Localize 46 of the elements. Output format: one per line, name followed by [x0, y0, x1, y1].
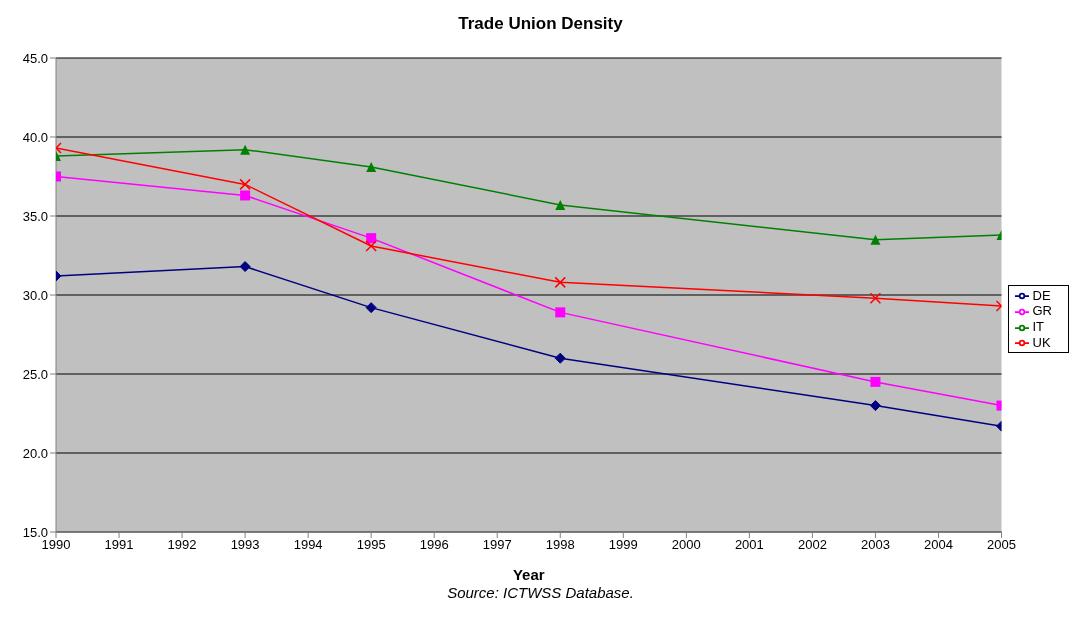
x-tick-label: 1999: [608, 537, 638, 553]
point: [554, 352, 566, 364]
x-tick-label: 1998: [545, 537, 575, 553]
legend-label: DE: [1032, 287, 1051, 303]
y-tick-label: 40.0: [22, 129, 48, 145]
x-tick-label: 2003: [860, 537, 890, 553]
source-note: Source: ICTWSS Database.: [446, 584, 635, 601]
point: [240, 144, 251, 155]
y-tick-label: 25.0: [22, 366, 48, 382]
x-tick-label: 1992: [167, 537, 197, 553]
point: [555, 199, 566, 210]
x-axis-title: Year: [512, 566, 545, 583]
x-tick-label: 1995: [356, 537, 386, 553]
x-tick-label: 1997: [482, 537, 512, 553]
point: [366, 233, 377, 244]
x-tick-label: 1993: [230, 537, 260, 553]
y-tick-label: 45.0: [22, 50, 48, 66]
point: [240, 190, 251, 201]
point: [869, 292, 882, 304]
point: [239, 178, 251, 191]
x-tick-label: 2005: [987, 537, 1016, 553]
point: [555, 307, 566, 318]
point: [870, 234, 881, 245]
x-tick-label: 1990: [41, 537, 71, 553]
point: [554, 276, 567, 289]
y-tick-label: 35.0: [22, 208, 48, 224]
chart-title: Trade Union Density: [458, 14, 623, 33]
x-tick-label: 2004: [924, 537, 953, 553]
point: [870, 376, 881, 387]
legend-label: GR: [1032, 303, 1052, 319]
x-tick-label: 2002: [797, 537, 827, 553]
legend-label: IT: [1032, 319, 1045, 334]
point: [239, 261, 251, 273]
point: [869, 400, 881, 412]
point: [365, 302, 377, 314]
y-tick-label: 15.0: [22, 524, 48, 540]
point: [365, 240, 377, 252]
x-tick-label: 2001: [734, 537, 764, 553]
point: [366, 162, 377, 173]
y-tick-label: 20.0: [22, 445, 48, 461]
x-tick-label: 1991: [104, 537, 134, 553]
x-tick-label: 2000: [671, 537, 701, 553]
x-tick-label: 1994: [293, 537, 323, 553]
y-tick-label: 30.0: [22, 287, 48, 303]
x-tick-label: 1996: [419, 537, 449, 553]
legend-label: UK: [1032, 334, 1051, 350]
